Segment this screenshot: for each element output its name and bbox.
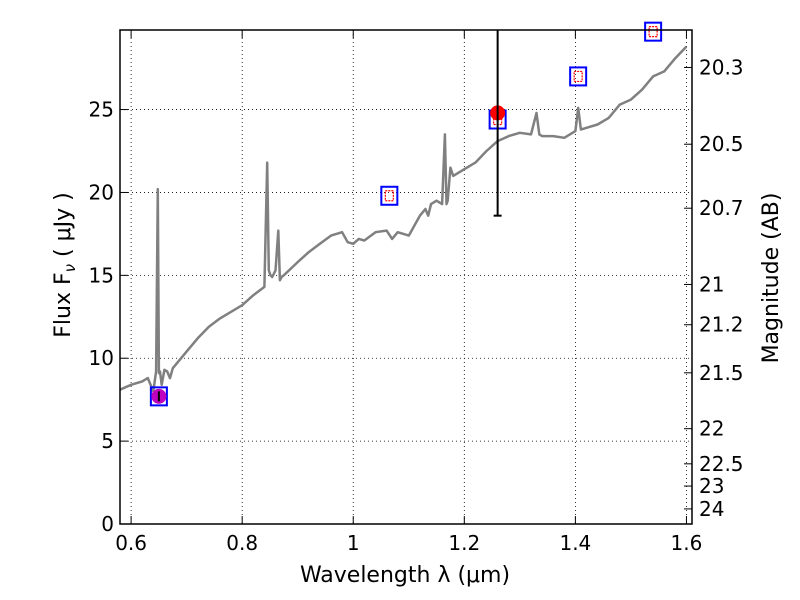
model-band-flux-box bbox=[384, 190, 394, 202]
y-axis-title: Flux Fν ( μJy ) bbox=[51, 192, 79, 337]
x-axis-ticks: 0.6 0.8 1 1.2 1.4 1.6 bbox=[115, 30, 702, 555]
y-tick-label: 0 bbox=[101, 512, 114, 536]
right-tick-label: 21 bbox=[699, 272, 724, 296]
right-tick-label: 24 bbox=[699, 497, 724, 521]
band-flux-box bbox=[569, 66, 588, 87]
right-tick-label: 22.5 bbox=[699, 452, 744, 476]
y-tick-label: 5 bbox=[101, 429, 114, 453]
x-tick-label: 1.4 bbox=[559, 531, 591, 555]
model-band-flux-box bbox=[573, 70, 583, 83]
model-spectrum-line bbox=[119, 45, 688, 393]
x-axis-title: Wavelength λ (μm) bbox=[300, 563, 510, 588]
y-tick-label: 15 bbox=[89, 263, 114, 287]
y-axis-ticks: 0 5 10 15 20 25 bbox=[89, 98, 128, 536]
band-flux-box bbox=[149, 386, 168, 407]
y-tick-label: 20 bbox=[89, 180, 114, 204]
x-tick-label: 1 bbox=[347, 531, 360, 555]
y-tick-label: 10 bbox=[89, 346, 114, 370]
y-axis-title-main: Flux F bbox=[51, 272, 76, 337]
y-tick-label: 25 bbox=[89, 98, 114, 122]
model-band-flux-box bbox=[648, 26, 658, 38]
right-tick-label: 22 bbox=[699, 417, 724, 441]
y-axis-title-units: ( μJy ) bbox=[51, 192, 76, 264]
x-tick-label: 0.6 bbox=[115, 531, 147, 555]
right-tick-label: 21.2 bbox=[699, 313, 744, 337]
grid bbox=[120, 30, 692, 525]
x-tick-label: 1.6 bbox=[671, 531, 703, 555]
photometry-markers bbox=[149, 21, 663, 407]
plot-frame bbox=[119, 29, 693, 525]
x-tick-label: 1.2 bbox=[448, 531, 480, 555]
band-flux-box bbox=[644, 21, 663, 42]
band-flux-box bbox=[380, 185, 399, 206]
right-tick-label: 23 bbox=[699, 474, 724, 498]
right-axis-title: Magnitude (AB) bbox=[759, 193, 784, 364]
x-tick-label: 0.8 bbox=[226, 531, 258, 555]
right-tick-label: 21.5 bbox=[699, 361, 744, 385]
model-spectrum-series bbox=[119, 45, 688, 393]
right-tick-label: 20.5 bbox=[699, 132, 744, 156]
y-axis-title-subscript: ν bbox=[61, 264, 79, 272]
right-tick-label: 20.7 bbox=[699, 196, 744, 220]
right-tick-label: 20.3 bbox=[699, 55, 744, 79]
